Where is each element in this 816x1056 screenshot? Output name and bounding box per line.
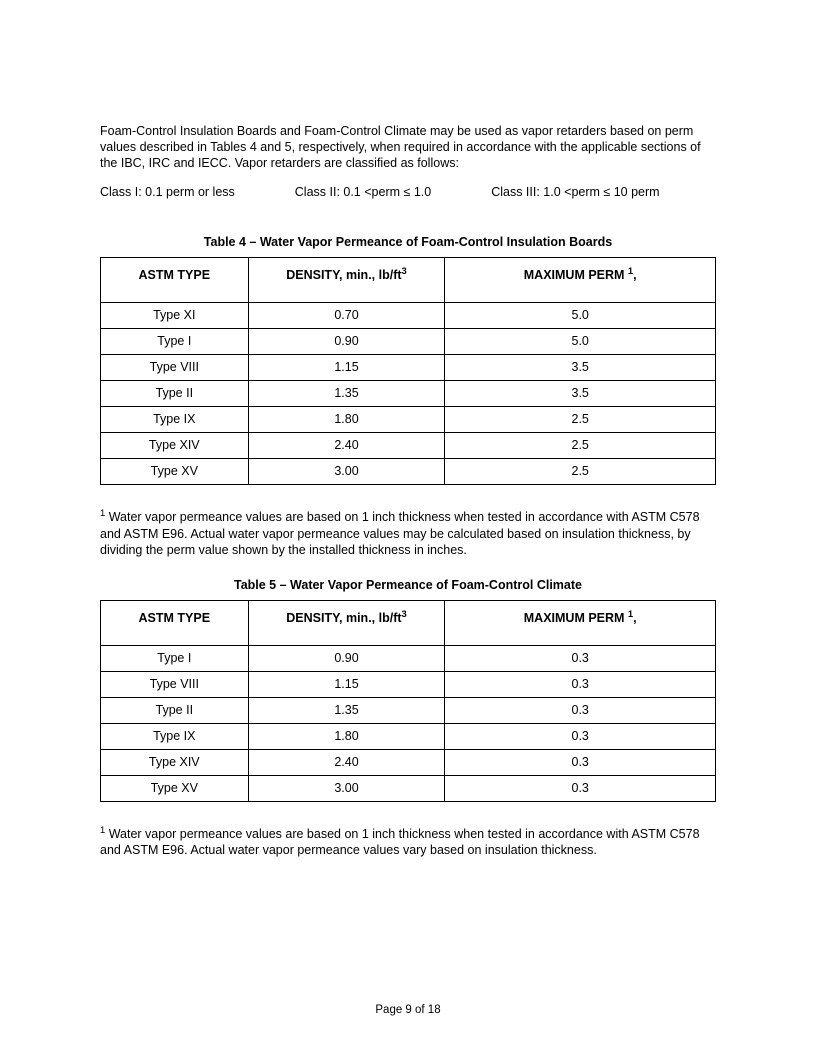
table5-body: Type I0.900.3Type VIII1.150.3Type II1.35… — [101, 646, 716, 802]
cell-density: 1.15 — [248, 355, 445, 381]
table-row: Type VIII1.150.3 — [101, 672, 716, 698]
cell-type: Type VIII — [101, 672, 249, 698]
cell-type: Type XI — [101, 303, 249, 329]
intro-paragraph: Foam-Control Insulation Boards and Foam-… — [100, 123, 716, 172]
class-1-text: Class I: 0.1 perm or less — [100, 185, 235, 199]
cell-density: 1.35 — [248, 698, 445, 724]
table-row: Type XI0.705.0 — [101, 303, 716, 329]
cell-type: Type XV — [101, 776, 249, 802]
cell-perm: 0.3 — [445, 750, 716, 776]
table5-title: Table 5 – Water Vapor Permeance of Foam-… — [100, 578, 716, 592]
table4: ASTM TYPE DENSITY, min., lb/ft3 MAXIMUM … — [100, 257, 716, 485]
table5-header-density-text: DENSITY, min., lb/ft — [286, 611, 401, 625]
footnote-2: 1 Water vapor permeance values are based… — [100, 826, 716, 859]
cell-density: 1.15 — [248, 672, 445, 698]
cell-density: 2.40 — [248, 433, 445, 459]
cell-perm: 0.3 — [445, 724, 716, 750]
cell-density: 1.35 — [248, 381, 445, 407]
table4-title-prefix: Table 4 – — [204, 235, 260, 249]
table4-header-row: ASTM TYPE DENSITY, min., lb/ft3 MAXIMUM … — [101, 258, 716, 303]
table5-header-type: ASTM TYPE — [101, 601, 249, 646]
cell-perm: 0.3 — [445, 698, 716, 724]
table4-header-type: ASTM TYPE — [101, 258, 249, 303]
table-row: Type II1.353.5 — [101, 381, 716, 407]
table5: ASTM TYPE DENSITY, min., lb/ft3 MAXIMUM … — [100, 600, 716, 802]
table5-header-perm-suffix: , — [633, 611, 636, 625]
class-2-text: Class II: 0.1 <perm ≤ 1.0 — [295, 185, 431, 199]
table-row: Type VIII1.153.5 — [101, 355, 716, 381]
table5-title-main: Water Vapor Permeance of Foam-Control Cl… — [290, 578, 582, 592]
cell-perm: 0.3 — [445, 646, 716, 672]
cell-perm: 2.5 — [445, 407, 716, 433]
footnote-1-text: Water vapor permeance values are based o… — [100, 510, 700, 557]
cell-type: Type XIV — [101, 750, 249, 776]
cell-perm: 3.5 — [445, 355, 716, 381]
table4-header-density-sup: 3 — [402, 266, 407, 276]
cell-density: 0.90 — [248, 329, 445, 355]
class-3-text: Class III: 1.0 <perm ≤ 10 perm — [491, 185, 659, 199]
class-definitions-row: Class I: 0.1 perm or less Class II: 0.1 … — [100, 185, 716, 199]
cell-type: Type I — [101, 329, 249, 355]
table4-header-perm: MAXIMUM PERM 1, — [445, 258, 716, 303]
cell-type: Type IX — [101, 724, 249, 750]
table-row: Type I0.900.3 — [101, 646, 716, 672]
table4-header-perm-suffix: , — [633, 268, 636, 282]
table-row: Type XIV2.400.3 — [101, 750, 716, 776]
table4-header-perm-text: MAXIMUM PERM — [524, 268, 628, 282]
cell-type: Type IX — [101, 407, 249, 433]
table-row: Type XIV2.402.5 — [101, 433, 716, 459]
cell-type: Type II — [101, 381, 249, 407]
table-row: Type XV3.002.5 — [101, 459, 716, 485]
cell-type: Type VIII — [101, 355, 249, 381]
cell-density: 0.70 — [248, 303, 445, 329]
table5-header-row: ASTM TYPE DENSITY, min., lb/ft3 MAXIMUM … — [101, 601, 716, 646]
table5-header-density-sup: 3 — [402, 609, 407, 619]
table5-title-prefix: Table 5 – — [234, 578, 290, 592]
cell-perm: 3.5 — [445, 381, 716, 407]
table-row: Type XV3.000.3 — [101, 776, 716, 802]
table-row: Type I0.905.0 — [101, 329, 716, 355]
cell-density: 1.80 — [248, 407, 445, 433]
table-row: Type II1.350.3 — [101, 698, 716, 724]
footnote-1: 1 Water vapor permeance values are based… — [100, 509, 716, 558]
cell-type: Type XIV — [101, 433, 249, 459]
cell-density: 3.00 — [248, 776, 445, 802]
cell-density: 2.40 — [248, 750, 445, 776]
table5-header-perm-text: MAXIMUM PERM — [524, 611, 628, 625]
document-page: Foam-Control Insulation Boards and Foam-… — [0, 0, 816, 1056]
table-row: Type IX1.800.3 — [101, 724, 716, 750]
table5-header-perm: MAXIMUM PERM 1, — [445, 601, 716, 646]
cell-perm: 0.3 — [445, 672, 716, 698]
table4-header-density-text: DENSITY, min., lb/ft — [286, 268, 401, 282]
table4-title: Table 4 – Water Vapor Permeance of Foam-… — [100, 235, 716, 249]
cell-perm: 5.0 — [445, 303, 716, 329]
cell-type: Type II — [101, 698, 249, 724]
cell-perm: 5.0 — [445, 329, 716, 355]
cell-type: Type XV — [101, 459, 249, 485]
cell-perm: 0.3 — [445, 776, 716, 802]
cell-density: 1.80 — [248, 724, 445, 750]
cell-perm: 2.5 — [445, 433, 716, 459]
cell-density: 3.00 — [248, 459, 445, 485]
table-row: Type IX1.802.5 — [101, 407, 716, 433]
table4-title-main: Water Vapor Permeance of Foam-Control In… — [260, 235, 612, 249]
table5-header-density: DENSITY, min., lb/ft3 — [248, 601, 445, 646]
table4-header-density: DENSITY, min., lb/ft3 — [248, 258, 445, 303]
table4-body: Type XI0.705.0Type I0.905.0Type VIII1.15… — [101, 303, 716, 485]
cell-type: Type I — [101, 646, 249, 672]
cell-perm: 2.5 — [445, 459, 716, 485]
page-footer: Page 9 of 18 — [0, 1004, 816, 1016]
cell-density: 0.90 — [248, 646, 445, 672]
footnote-2-text: Water vapor permeance values are based o… — [100, 827, 700, 857]
